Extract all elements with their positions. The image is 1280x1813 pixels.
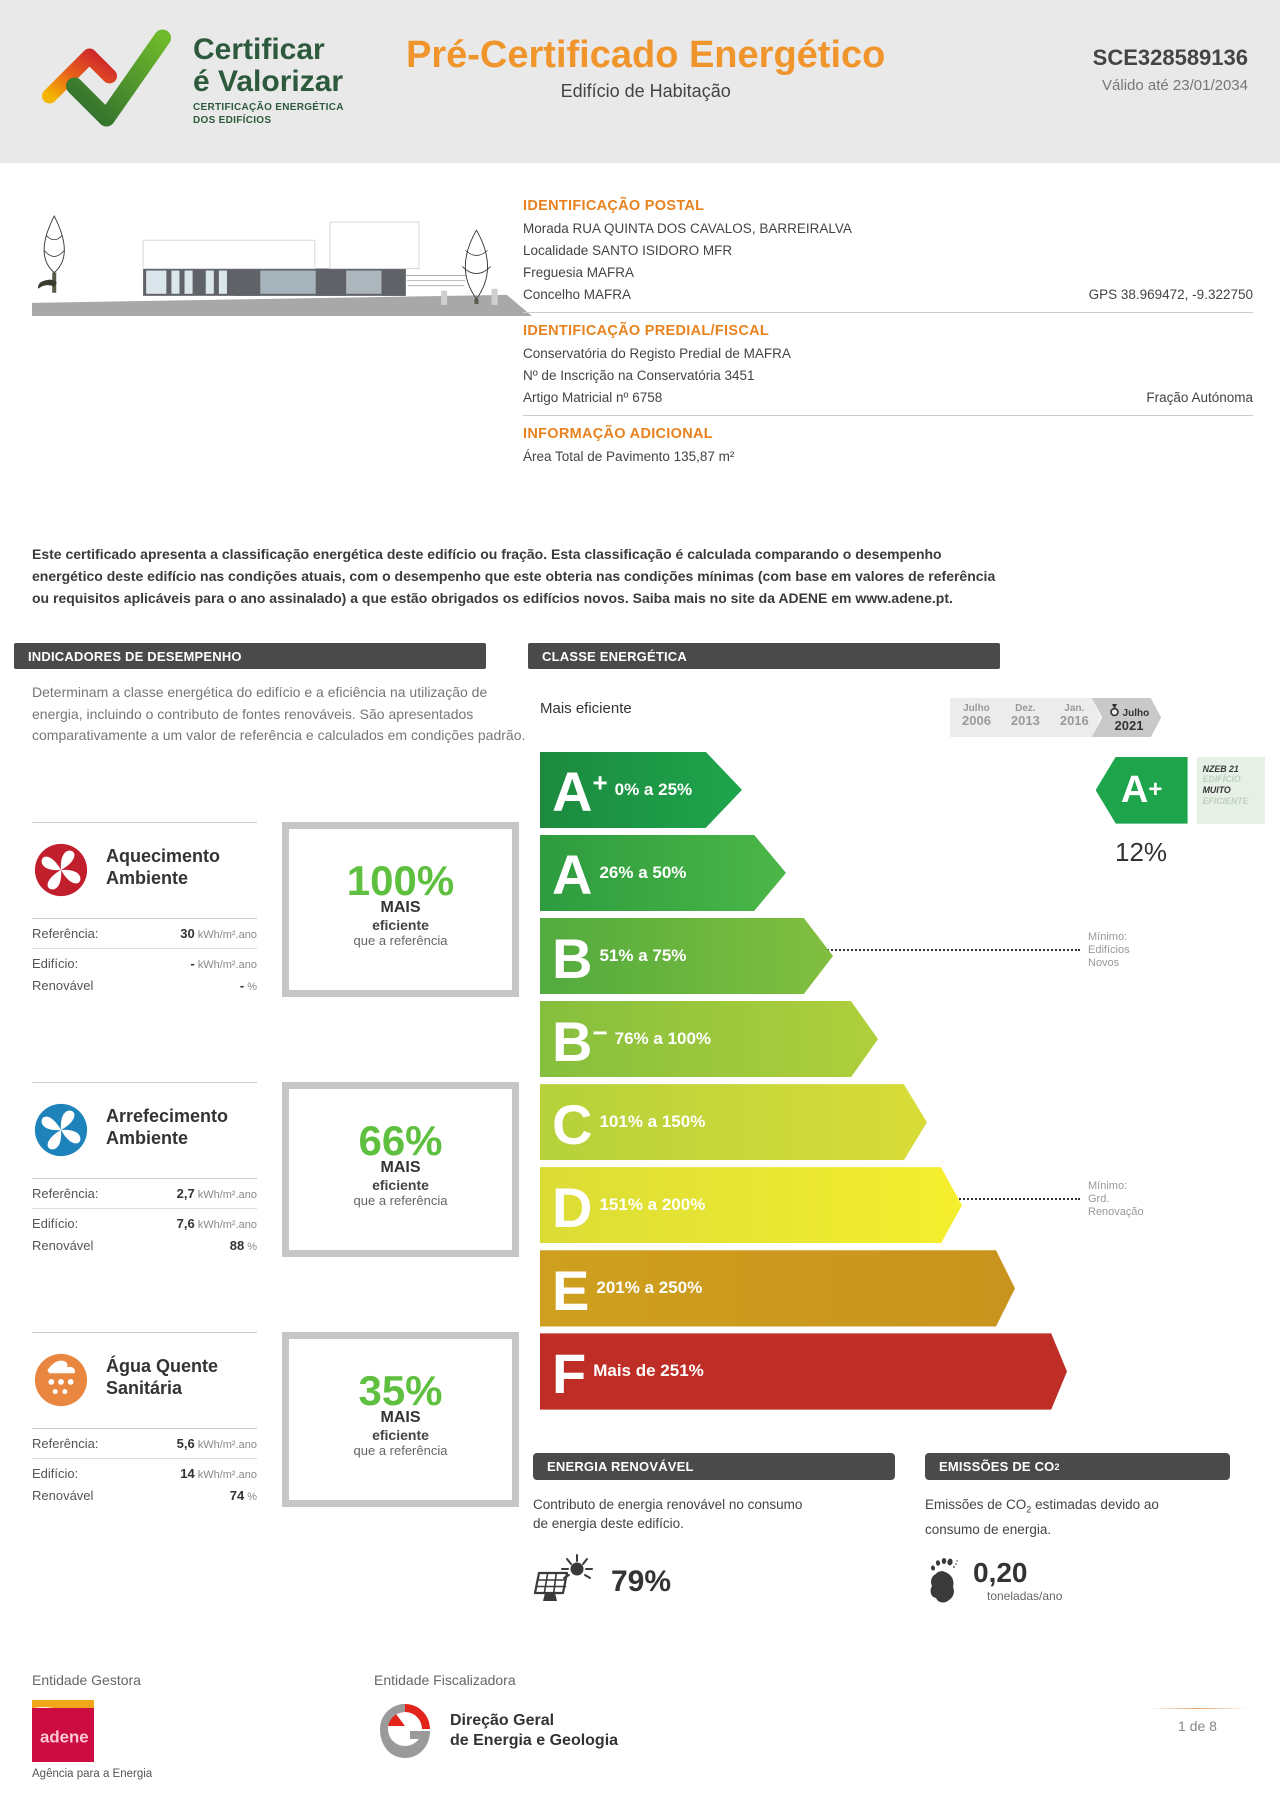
svg-text:adene: adene bbox=[40, 1728, 89, 1747]
